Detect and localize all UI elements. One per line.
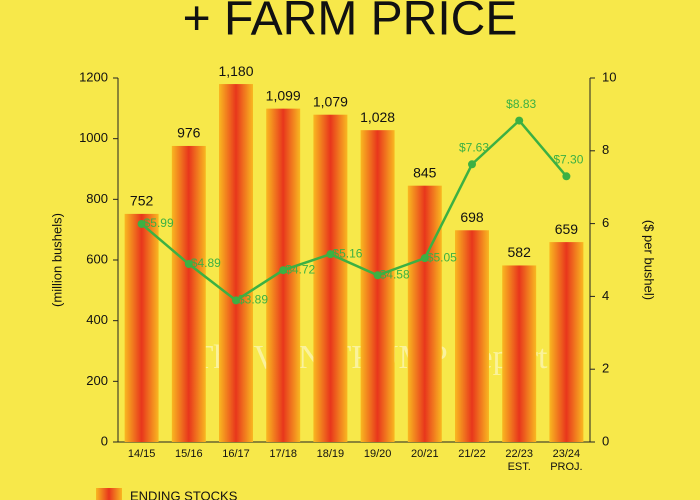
y-axis-label: (million bushels) [49,213,64,307]
price-point [279,266,288,275]
y-tick-label: 400 [86,312,108,327]
y2-tick-label: 2 [602,361,609,376]
price-label: $3.89 [238,293,268,307]
bar [124,213,159,442]
x-tick-label: 21/22 [458,448,486,460]
bar [171,145,206,443]
x-tick-label: 19/20 [363,448,392,460]
x-tick-label: 18/19 [316,448,345,460]
x-tick-label: 22/23 EST. [505,448,533,473]
x-tick-label: 20/21 [411,448,439,460]
price-point [562,172,571,181]
bar-value-label: 1,079 [313,93,348,109]
price-label: $5.99 [144,216,174,230]
price-line [140,118,568,302]
price-label: $4.58 [380,267,410,281]
price-label: $4.72 [285,262,315,276]
bar-value-label: 845 [413,164,437,180]
price-label: $7.30 [553,152,583,166]
y2-axis-label: ($ per bushel) [642,220,657,300]
bar-value-label: 698 [460,209,484,225]
price-point [468,160,476,169]
bar-value-label: 1,099 [266,87,301,103]
y-tick-label: 1000 [79,130,108,145]
bar [266,108,301,443]
bar [360,130,395,442]
x-tick-label: 16/17 [222,448,250,460]
y-tick-label: 0 [101,433,108,448]
bar-value-label: 976 [177,125,201,141]
price-point [232,296,240,305]
y-tick-label: 800 [86,191,108,206]
bar [549,242,584,442]
bar-value-label: 582 [508,244,532,260]
price-label: $7.63 [459,140,489,154]
price-point [184,260,193,269]
bar [219,84,253,443]
legend-label: ENDING STOCKS [130,488,238,500]
y2-tick-label: 6 [602,215,609,230]
bar [407,185,442,442]
price-label: $4.89 [191,256,221,270]
bar-value-label: 752 [130,193,154,209]
price-point [515,116,524,125]
y2-tick-label: 4 [602,288,609,303]
bar-value-label: 1,180 [218,63,253,79]
bar [313,114,348,442]
bar-value-label: 659 [555,221,579,237]
price-label: $8.83 [506,97,536,111]
price-label: $5.05 [427,250,457,264]
bar-value-label: 1,028 [360,109,395,125]
x-tick-label: 15/16 [175,448,203,460]
bar [455,230,489,442]
x-tick-label: 17/18 [269,448,297,460]
y2-tick-label: 8 [602,142,609,157]
price-label: $5.16 [332,246,362,260]
y-tick-label: 200 [86,373,108,388]
x-tick-label: 23/24 PROJ. [550,448,583,473]
y2-tick-label: 0 [602,433,609,448]
y-tick-label: 1200 [79,69,108,84]
bar [502,265,537,442]
price-point [373,271,382,280]
y-tick-label: 600 [86,251,108,266]
y2-tick-label: 10 [602,69,616,84]
price-point [420,254,429,263]
chart-title: + FARM PRICE [183,0,518,46]
price-point [137,219,146,228]
price-point [326,250,335,259]
legend-swatch [96,488,122,500]
x-tick-label: 14/15 [127,448,156,460]
